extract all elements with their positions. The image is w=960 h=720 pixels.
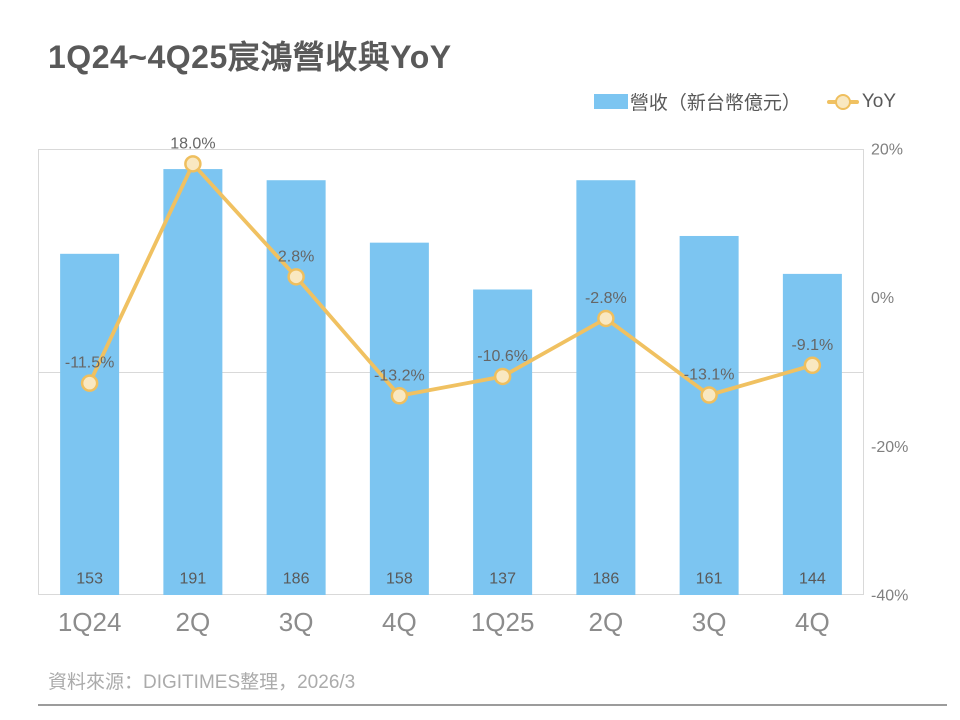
- revenue-bar: [369, 242, 429, 595]
- yoy-marker: [184, 155, 202, 173]
- x-axis-label: 3Q: [692, 607, 727, 637]
- bar-value-label: 153: [76, 571, 103, 588]
- yoy-data-label: -11.5%: [65, 355, 115, 372]
- chart-title: 1Q24~4Q25宸鴻營收與YoY: [48, 39, 452, 75]
- bar-value-label: 137: [489, 571, 516, 588]
- bar-value-label: 158: [386, 571, 413, 588]
- yoy-marker: [597, 309, 615, 328]
- x-axis-label: 4Q: [795, 607, 830, 637]
- right-axis-tick-label: -20%: [871, 439, 908, 456]
- right-axis-tick-label: -40%: [871, 588, 908, 605]
- x-axis-label: 1Q25: [471, 607, 535, 637]
- legend: 營收（新台幣億元） YoY: [593, 88, 896, 115]
- yoy-data-label: 18.0%: [170, 135, 215, 152]
- x-axis-label: 1Q24: [58, 607, 122, 637]
- yoy-data-label: -13.1%: [684, 367, 735, 384]
- revenue-bar: [679, 235, 739, 595]
- footer-divider: [38, 704, 947, 706]
- source-note: 資料來源：DIGITIMES整理，2026/3: [48, 672, 356, 693]
- yoy-marker: [287, 268, 305, 286]
- yoy-line: [87, 162, 815, 398]
- revenue-bar: [266, 180, 326, 595]
- x-axis-label: 4Q: [382, 607, 417, 637]
- yoy-marker: [700, 386, 718, 404]
- revenue-bar-swatch-icon: [593, 94, 628, 109]
- bar-value-label: 161: [696, 571, 723, 588]
- yoy-marker: [803, 356, 822, 375]
- yoy-data-label: -9.1%: [791, 337, 833, 354]
- bar-value-label: 191: [180, 571, 207, 588]
- legend-item-revenue: 營收（新台幣億元）: [593, 88, 801, 115]
- legend-item-yoy: YoY: [826, 90, 896, 113]
- yoy-line-marker-icon: [826, 93, 859, 110]
- legend-label-yoy: YoY: [861, 90, 896, 112]
- legend-label-revenue: 營收（新台幣億元）: [629, 93, 801, 114]
- yoy-marker: [493, 367, 512, 386]
- yoy-data-label: -13.2%: [374, 367, 425, 384]
- x-axis-label: 2Q: [176, 607, 211, 637]
- right-axis-tick-label: 20%: [871, 142, 903, 159]
- yoy-data-label: 2.8%: [278, 248, 314, 265]
- bar-value-label: 186: [283, 571, 310, 588]
- yoy-data-label: -2.8%: [585, 290, 627, 307]
- revenue-bar: [60, 253, 120, 595]
- bar-value-label: 144: [799, 571, 826, 588]
- yoy-data-label: -10.6%: [477, 348, 528, 365]
- yoy-marker: [80, 374, 99, 392]
- revenue-bar: [163, 169, 223, 595]
- revenue-bar: [576, 180, 636, 595]
- revenue-bar: [782, 273, 842, 595]
- yoy-marker: [390, 387, 409, 405]
- x-axis-label: 3Q: [279, 607, 314, 637]
- x-axis-label: 2Q: [589, 607, 624, 637]
- bar-value-label: 186: [593, 571, 620, 588]
- yoy-marker-dot-icon: [834, 93, 851, 110]
- right-axis-tick-label: 0%: [871, 290, 894, 307]
- revenue-bar: [473, 289, 533, 595]
